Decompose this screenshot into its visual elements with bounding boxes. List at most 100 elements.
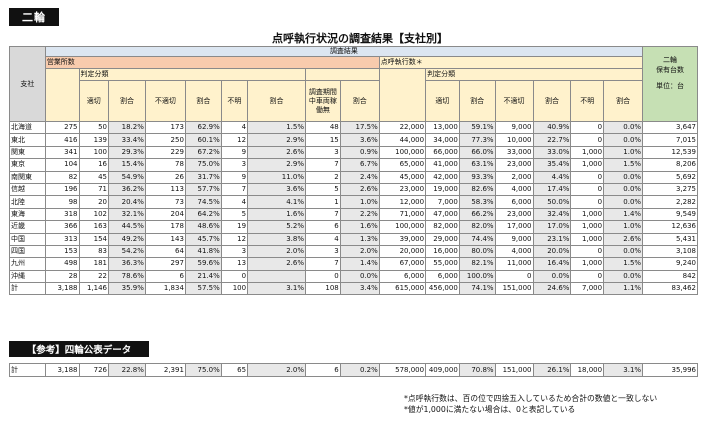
cell-improper-pct: 60.1% bbox=[184, 133, 222, 147]
cell-noop: 4 bbox=[305, 232, 341, 246]
cell-c-proper: 6,000 bbox=[425, 269, 460, 284]
cell-c-unknown-pct: 2.6% bbox=[603, 232, 644, 246]
cell-noop: 6 bbox=[305, 220, 341, 234]
header-unit: 単位：台 bbox=[656, 82, 685, 90]
cell-c-improper: 11,000 bbox=[494, 257, 534, 271]
cell-c-proper: 16,000 bbox=[425, 244, 460, 259]
cell-proper: 45 bbox=[78, 170, 110, 184]
cell-unknown: 9 bbox=[220, 145, 249, 160]
cell-proper: 102 bbox=[78, 207, 110, 222]
cell-unknown-pct: 2.6% bbox=[247, 145, 306, 160]
cell-c-improper-pct: 17.0% bbox=[532, 220, 572, 234]
cell-calls: 100,000 bbox=[378, 220, 427, 234]
cell-unknown-pct: 2.9% bbox=[247, 133, 306, 147]
cell-noop: 7 bbox=[305, 207, 341, 222]
cell-c-improper: 33,000 bbox=[494, 145, 534, 160]
cell-c-proper-pct: 100.0% bbox=[458, 269, 496, 284]
cell-c-proper-pct: 66.2% bbox=[458, 207, 496, 222]
cell-c-unknown: 0 bbox=[570, 170, 605, 184]
cell-calls: 71,000 bbox=[378, 207, 427, 222]
cell-branch: 近畿 bbox=[9, 220, 46, 234]
cell-improper: 64 bbox=[144, 244, 186, 259]
header-improper: 不適切 bbox=[144, 80, 186, 122]
header-period-no-operation: 調査期間中車両稼働無 bbox=[305, 80, 341, 122]
cell-calls: 65,000 bbox=[378, 158, 427, 172]
cell-c-unknown-pct: 3.1% bbox=[603, 363, 644, 377]
two-wheel-badge: 二輪 bbox=[9, 8, 59, 26]
cell-calls: 20,000 bbox=[378, 244, 427, 259]
cell-branch: 沖縄 bbox=[9, 269, 46, 284]
cell-proper: 139 bbox=[78, 133, 110, 147]
cell-c-improper-pct: 16.4% bbox=[532, 257, 572, 271]
cell-units: 35,996 bbox=[642, 363, 698, 377]
cell-offices: 153 bbox=[44, 244, 80, 259]
cell-proper-pct: 54.9% bbox=[108, 170, 146, 184]
cell-c-unknown: 1,000 bbox=[570, 257, 605, 271]
cell-c-improper: 151,000 bbox=[494, 363, 534, 377]
cell-calls: 45,000 bbox=[378, 170, 427, 184]
cell-offices: 196 bbox=[44, 182, 80, 197]
cell-c-unknown: 1,000 bbox=[570, 158, 605, 172]
cell-unknown-pct: 1.6% bbox=[247, 207, 306, 222]
cell-unknown-pct: 1.5% bbox=[247, 120, 306, 135]
header-judgement-2: 判定分類 bbox=[425, 68, 644, 81]
cell-proper-pct: 78.6% bbox=[108, 269, 146, 284]
cell-calls: 22,000 bbox=[378, 120, 427, 135]
header-unknown: 不明 bbox=[570, 80, 605, 122]
cell-proper: 163 bbox=[78, 220, 110, 234]
table-row: 近畿 366 163 44.5% 178 48.6% 19 5.2% 6 1.6% 100,000 8… bbox=[9, 220, 698, 234]
page-title: 点呼執行状況の調査結果【支社別】 bbox=[272, 32, 448, 45]
cell-noop-pct: 1.4% bbox=[339, 257, 380, 271]
header-owned-units: 二輪 保有台数 単位：台 bbox=[642, 46, 698, 122]
cell-c-improper: 4,000 bbox=[494, 244, 534, 259]
cell-units: 5,431 bbox=[642, 232, 698, 246]
cell-branch: 計 bbox=[9, 282, 46, 296]
cell-c-unknown-pct: 1.5% bbox=[603, 158, 644, 172]
cell-unknown-pct: 3.1% bbox=[247, 282, 306, 296]
cell-proper-pct: 18.2% bbox=[108, 120, 146, 135]
table-row: 沖縄 28 22 78.6% 6 21.4% 0 0 0.0% 6,000 6,000 100.0% 0… bbox=[9, 269, 698, 284]
cell-c-improper-pct: 20.0% bbox=[532, 244, 572, 259]
cell-improper: 173 bbox=[144, 120, 186, 135]
cell-improper: 113 bbox=[144, 182, 186, 197]
cell-c-unknown: 0 bbox=[570, 269, 605, 284]
cell-improper: 143 bbox=[144, 232, 186, 246]
cell-c-proper: 41,000 bbox=[425, 158, 460, 172]
table-row: 信越 196 71 36.2% 113 57.7% 7 3.6% 5 2.6% 23,000 19,0… bbox=[9, 182, 698, 197]
cell-offices: 104 bbox=[44, 158, 80, 172]
cell-c-proper-pct: 82.6% bbox=[458, 182, 496, 197]
cell-noop-pct: 0.0% bbox=[339, 269, 380, 284]
cell-c-proper: 42,000 bbox=[425, 170, 460, 184]
header-ratio: 割合 bbox=[184, 80, 222, 122]
cell-unknown-pct: 3.6% bbox=[247, 182, 306, 197]
cell-noop-pct: 1.6% bbox=[339, 220, 380, 234]
cell-c-improper: 2,000 bbox=[494, 170, 534, 184]
cell-noop-pct: 0.9% bbox=[339, 145, 380, 160]
cell-unknown: 19 bbox=[220, 220, 249, 234]
cell-units: 842 bbox=[642, 269, 698, 284]
cell-improper: 26 bbox=[144, 170, 186, 184]
cell-units: 7,015 bbox=[642, 133, 698, 147]
cell-branch: 北海道 bbox=[9, 120, 46, 135]
cell-c-proper: 456,000 bbox=[425, 282, 460, 296]
table-row: 四国 153 83 54.2% 64 41.8% 3 2.0% 3 2.0% 20,000 16,00… bbox=[9, 244, 698, 259]
cell-proper-pct: 49.2% bbox=[108, 232, 146, 246]
cell-unknown: 7 bbox=[220, 182, 249, 197]
header-ratio: 割合 bbox=[458, 80, 496, 122]
header-ratio: 割合 bbox=[247, 80, 306, 122]
cell-unknown-pct: 5.2% bbox=[247, 220, 306, 234]
cell-branch: 北陸 bbox=[9, 195, 46, 209]
cell-c-proper: 13,000 bbox=[425, 120, 460, 135]
cell-c-unknown-pct: 0.0% bbox=[603, 170, 644, 184]
cell-noop: 1 bbox=[305, 195, 341, 209]
cell-c-improper: 23,000 bbox=[494, 207, 534, 222]
cell-noop-pct: 3.6% bbox=[339, 133, 380, 147]
cell-proper: 726 bbox=[78, 363, 110, 377]
cell-offices: 275 bbox=[44, 120, 80, 135]
cell-c-proper-pct: 82.1% bbox=[458, 257, 496, 271]
cell-unknown-pct: 2.6% bbox=[247, 257, 306, 271]
cell-unknown: 3 bbox=[220, 244, 249, 259]
cell-noop-pct: 2.6% bbox=[339, 182, 380, 197]
cell-improper-pct: 64.2% bbox=[184, 207, 222, 222]
cell-proper: 22 bbox=[78, 269, 110, 284]
